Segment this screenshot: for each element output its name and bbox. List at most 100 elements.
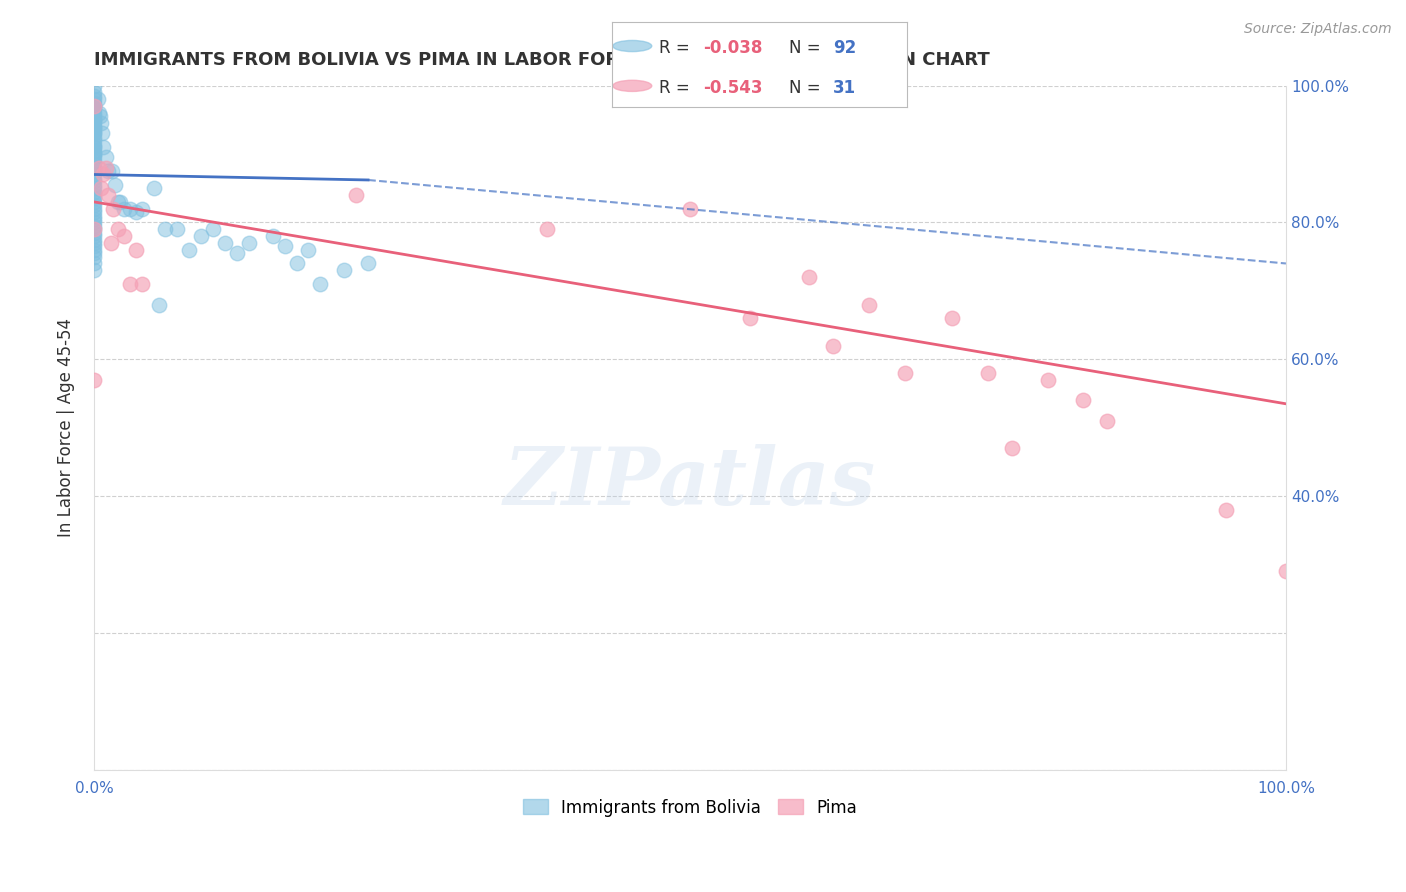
Immigrants from Bolivia: [83, 209, 105, 223]
Immigrants from Bolivia: [83, 99, 105, 113]
Immigrants from Bolivia: [83, 219, 105, 233]
Pima: [94, 161, 117, 175]
Pima: [738, 311, 761, 326]
Text: Source: ZipAtlas.com: Source: ZipAtlas.com: [1244, 22, 1392, 37]
Immigrants from Bolivia: [83, 88, 105, 103]
Immigrants from Bolivia: [83, 92, 105, 106]
Immigrants from Bolivia: [83, 263, 105, 277]
Immigrants from Bolivia: [297, 243, 319, 257]
Immigrants from Bolivia: [124, 205, 146, 219]
Immigrants from Bolivia: [108, 194, 131, 209]
Pima: [83, 373, 105, 387]
Immigrants from Bolivia: [83, 109, 105, 123]
Immigrants from Bolivia: [333, 263, 356, 277]
Pima: [1036, 373, 1059, 387]
Pima: [90, 181, 112, 195]
Immigrants from Bolivia: [86, 92, 108, 106]
Pima: [821, 338, 844, 352]
Immigrants from Bolivia: [202, 222, 225, 236]
Text: R =: R =: [659, 78, 695, 96]
Text: ZIPatlas: ZIPatlas: [503, 443, 876, 521]
Immigrants from Bolivia: [83, 185, 105, 199]
Pima: [93, 168, 115, 182]
Immigrants from Bolivia: [214, 235, 236, 250]
Pima: [797, 270, 820, 285]
Immigrants from Bolivia: [83, 153, 105, 168]
Immigrants from Bolivia: [83, 205, 105, 219]
Immigrants from Bolivia: [104, 178, 127, 192]
Pima: [118, 277, 141, 291]
Immigrants from Bolivia: [83, 178, 105, 192]
Immigrants from Bolivia: [90, 116, 112, 130]
Immigrants from Bolivia: [83, 144, 105, 158]
Immigrants from Bolivia: [83, 95, 105, 110]
Pima: [1095, 414, 1118, 428]
Immigrants from Bolivia: [83, 239, 105, 253]
Immigrants from Bolivia: [83, 181, 105, 195]
Immigrants from Bolivia: [93, 140, 115, 154]
Immigrants from Bolivia: [89, 109, 111, 123]
Immigrants from Bolivia: [83, 164, 105, 178]
Immigrants from Bolivia: [83, 188, 105, 202]
Immigrants from Bolivia: [83, 198, 105, 212]
Pima: [344, 188, 367, 202]
Pima: [100, 235, 122, 250]
Pima: [679, 202, 702, 216]
Text: N =: N =: [789, 38, 825, 57]
Pima: [97, 188, 120, 202]
Immigrants from Bolivia: [238, 235, 260, 250]
Immigrants from Bolivia: [83, 103, 105, 117]
Y-axis label: In Labor Force | Age 45-54: In Labor Force | Age 45-54: [58, 318, 75, 537]
Pima: [107, 222, 129, 236]
Pima: [83, 222, 105, 236]
Immigrants from Bolivia: [83, 161, 105, 175]
Text: IMMIGRANTS FROM BOLIVIA VS PIMA IN LABOR FORCE | AGE 45-54 CORRELATION CHART: IMMIGRANTS FROM BOLIVIA VS PIMA IN LABOR…: [94, 51, 990, 69]
Immigrants from Bolivia: [83, 86, 105, 100]
Immigrants from Bolivia: [83, 250, 105, 264]
Immigrants from Bolivia: [148, 297, 170, 311]
Immigrants from Bolivia: [83, 112, 105, 127]
Immigrants from Bolivia: [142, 181, 165, 195]
Immigrants from Bolivia: [166, 222, 188, 236]
Pima: [83, 99, 105, 113]
Immigrants from Bolivia: [309, 277, 332, 291]
Immigrants from Bolivia: [83, 78, 105, 93]
Immigrants from Bolivia: [94, 150, 117, 164]
Legend: Immigrants from Bolivia, Pima: Immigrants from Bolivia, Pima: [516, 792, 863, 823]
Immigrants from Bolivia: [83, 256, 105, 270]
Immigrants from Bolivia: [83, 157, 105, 171]
Immigrants from Bolivia: [83, 235, 105, 250]
Pima: [1071, 393, 1094, 408]
Immigrants from Bolivia: [83, 127, 105, 141]
Immigrants from Bolivia: [83, 123, 105, 137]
Pima: [1215, 503, 1237, 517]
Immigrants from Bolivia: [357, 256, 380, 270]
Immigrants from Bolivia: [285, 256, 308, 270]
Immigrants from Bolivia: [83, 150, 105, 164]
Pima: [87, 161, 110, 175]
Circle shape: [613, 80, 652, 92]
Immigrants from Bolivia: [83, 112, 105, 127]
Immigrants from Bolivia: [155, 222, 177, 236]
Pima: [893, 366, 915, 380]
Text: -0.038: -0.038: [703, 38, 762, 57]
Immigrants from Bolivia: [118, 202, 141, 216]
Immigrants from Bolivia: [83, 168, 105, 182]
Pima: [858, 297, 880, 311]
Immigrants from Bolivia: [83, 136, 105, 151]
Immigrants from Bolivia: [83, 170, 105, 185]
Immigrants from Bolivia: [97, 164, 120, 178]
Immigrants from Bolivia: [131, 202, 153, 216]
Immigrants from Bolivia: [83, 120, 105, 134]
Immigrants from Bolivia: [91, 127, 114, 141]
Text: R =: R =: [659, 38, 695, 57]
Text: 92: 92: [832, 38, 856, 57]
Immigrants from Bolivia: [179, 243, 201, 257]
Immigrants from Bolivia: [83, 222, 105, 236]
Pima: [977, 366, 1000, 380]
Circle shape: [613, 40, 652, 52]
Immigrants from Bolivia: [83, 212, 105, 227]
Text: N =: N =: [789, 78, 825, 96]
Text: 31: 31: [832, 78, 856, 96]
Pima: [941, 311, 963, 326]
